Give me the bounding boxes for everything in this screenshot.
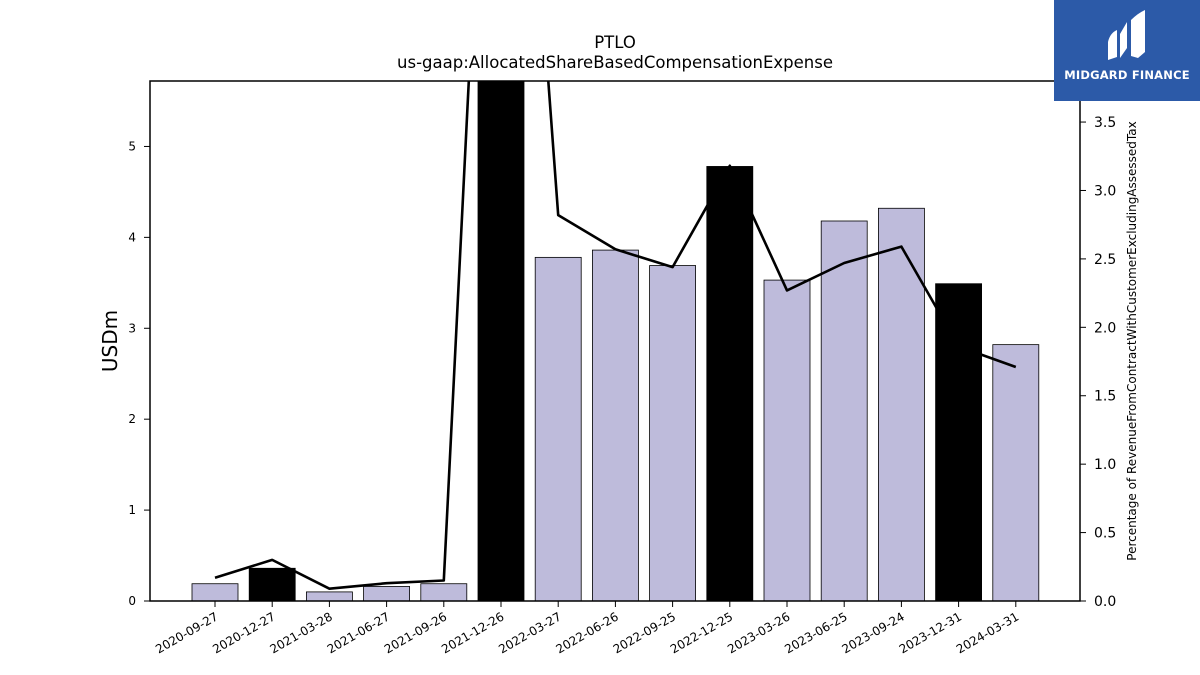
bar (706, 166, 754, 602)
chart-title: PTLO (594, 33, 636, 52)
bar (992, 344, 1040, 602)
y-axis-label: USDm (98, 310, 122, 372)
chart-subtitle: us-gaap:AllocatedShareBasedCompensationE… (397, 53, 833, 72)
bar (363, 586, 411, 602)
x-tick-label: 2022-03-27 (496, 609, 563, 656)
x-tick-label: 2022-09-25 (611, 609, 678, 656)
y2-tick-label: 2.0 (1094, 320, 1116, 336)
bar (305, 591, 353, 602)
line-layer (214, 80, 1017, 590)
y-tick-label: 4 (128, 230, 136, 244)
x-tick-label: 2023-09-24 (839, 609, 906, 656)
y2-tick-label: 1.5 (1094, 389, 1116, 405)
bar (248, 567, 296, 602)
y2-tick-label: 3.0 (1094, 183, 1116, 199)
bar (534, 256, 582, 602)
y-tick-label: 1 (128, 503, 136, 517)
x-tick-label: 2021-03-28 (267, 609, 334, 656)
bar (420, 583, 468, 602)
bar (592, 249, 639, 602)
y2-tick-label: 3.5 (1094, 115, 1116, 131)
y2-tick-label: 0.5 (1094, 526, 1116, 542)
midgard-logo-icon (1108, 10, 1145, 60)
x-tick-label: 2023-03-26 (725, 609, 792, 656)
bar (477, 80, 525, 602)
series-line (214, 80, 1017, 590)
x-tick-label: 2022-06-26 (553, 609, 620, 656)
y-tick-label: 5 (128, 139, 136, 153)
y-tick-label: 2 (128, 412, 136, 426)
x-tick-label: 2021-12-26 (439, 609, 506, 656)
bar (935, 283, 982, 602)
y-axis-left: 0 1 2 3 4 5 (128, 139, 150, 608)
bars (191, 80, 1040, 602)
x-tick-label: 2023-06-25 (782, 609, 849, 656)
x-axis: 2020-09-272020-12-272021-03-282021-06-27… (153, 601, 1021, 656)
x-tick-label: 2023-12-31 (897, 609, 964, 656)
bar (191, 583, 239, 602)
x-tick-label: 2024-03-31 (954, 609, 1021, 656)
y-axis-right: 0.0 0.5 1.0 1.5 2.0 2.5 3.0 3.5 (1080, 115, 1116, 610)
y2-tick-label: 1.0 (1094, 457, 1116, 473)
y2-axis-label: Percentage of RevenueFromContractWithCus… (1125, 121, 1139, 560)
x-tick-label: 2021-06-27 (325, 609, 392, 656)
brand-logo: MIDGARD FINANCE (1054, 0, 1200, 101)
bar (878, 207, 925, 602)
bar (649, 265, 696, 602)
x-tick-label: 2022-12-25 (668, 609, 735, 656)
bar (820, 220, 868, 602)
x-tick-label: 2020-12-27 (210, 609, 277, 656)
y2-tick-label: 2.5 (1094, 252, 1116, 268)
x-tick-label: 2020-09-27 (153, 609, 220, 656)
x-tick-label: 2021-09-26 (382, 609, 449, 656)
brand-logo-text: MIDGARD FINANCE (1064, 68, 1190, 82)
bar (763, 279, 811, 602)
y-tick-label: 0 (128, 594, 136, 608)
y-tick-label: 3 (128, 321, 136, 335)
y2-tick-label: 0.0 (1094, 594, 1116, 610)
